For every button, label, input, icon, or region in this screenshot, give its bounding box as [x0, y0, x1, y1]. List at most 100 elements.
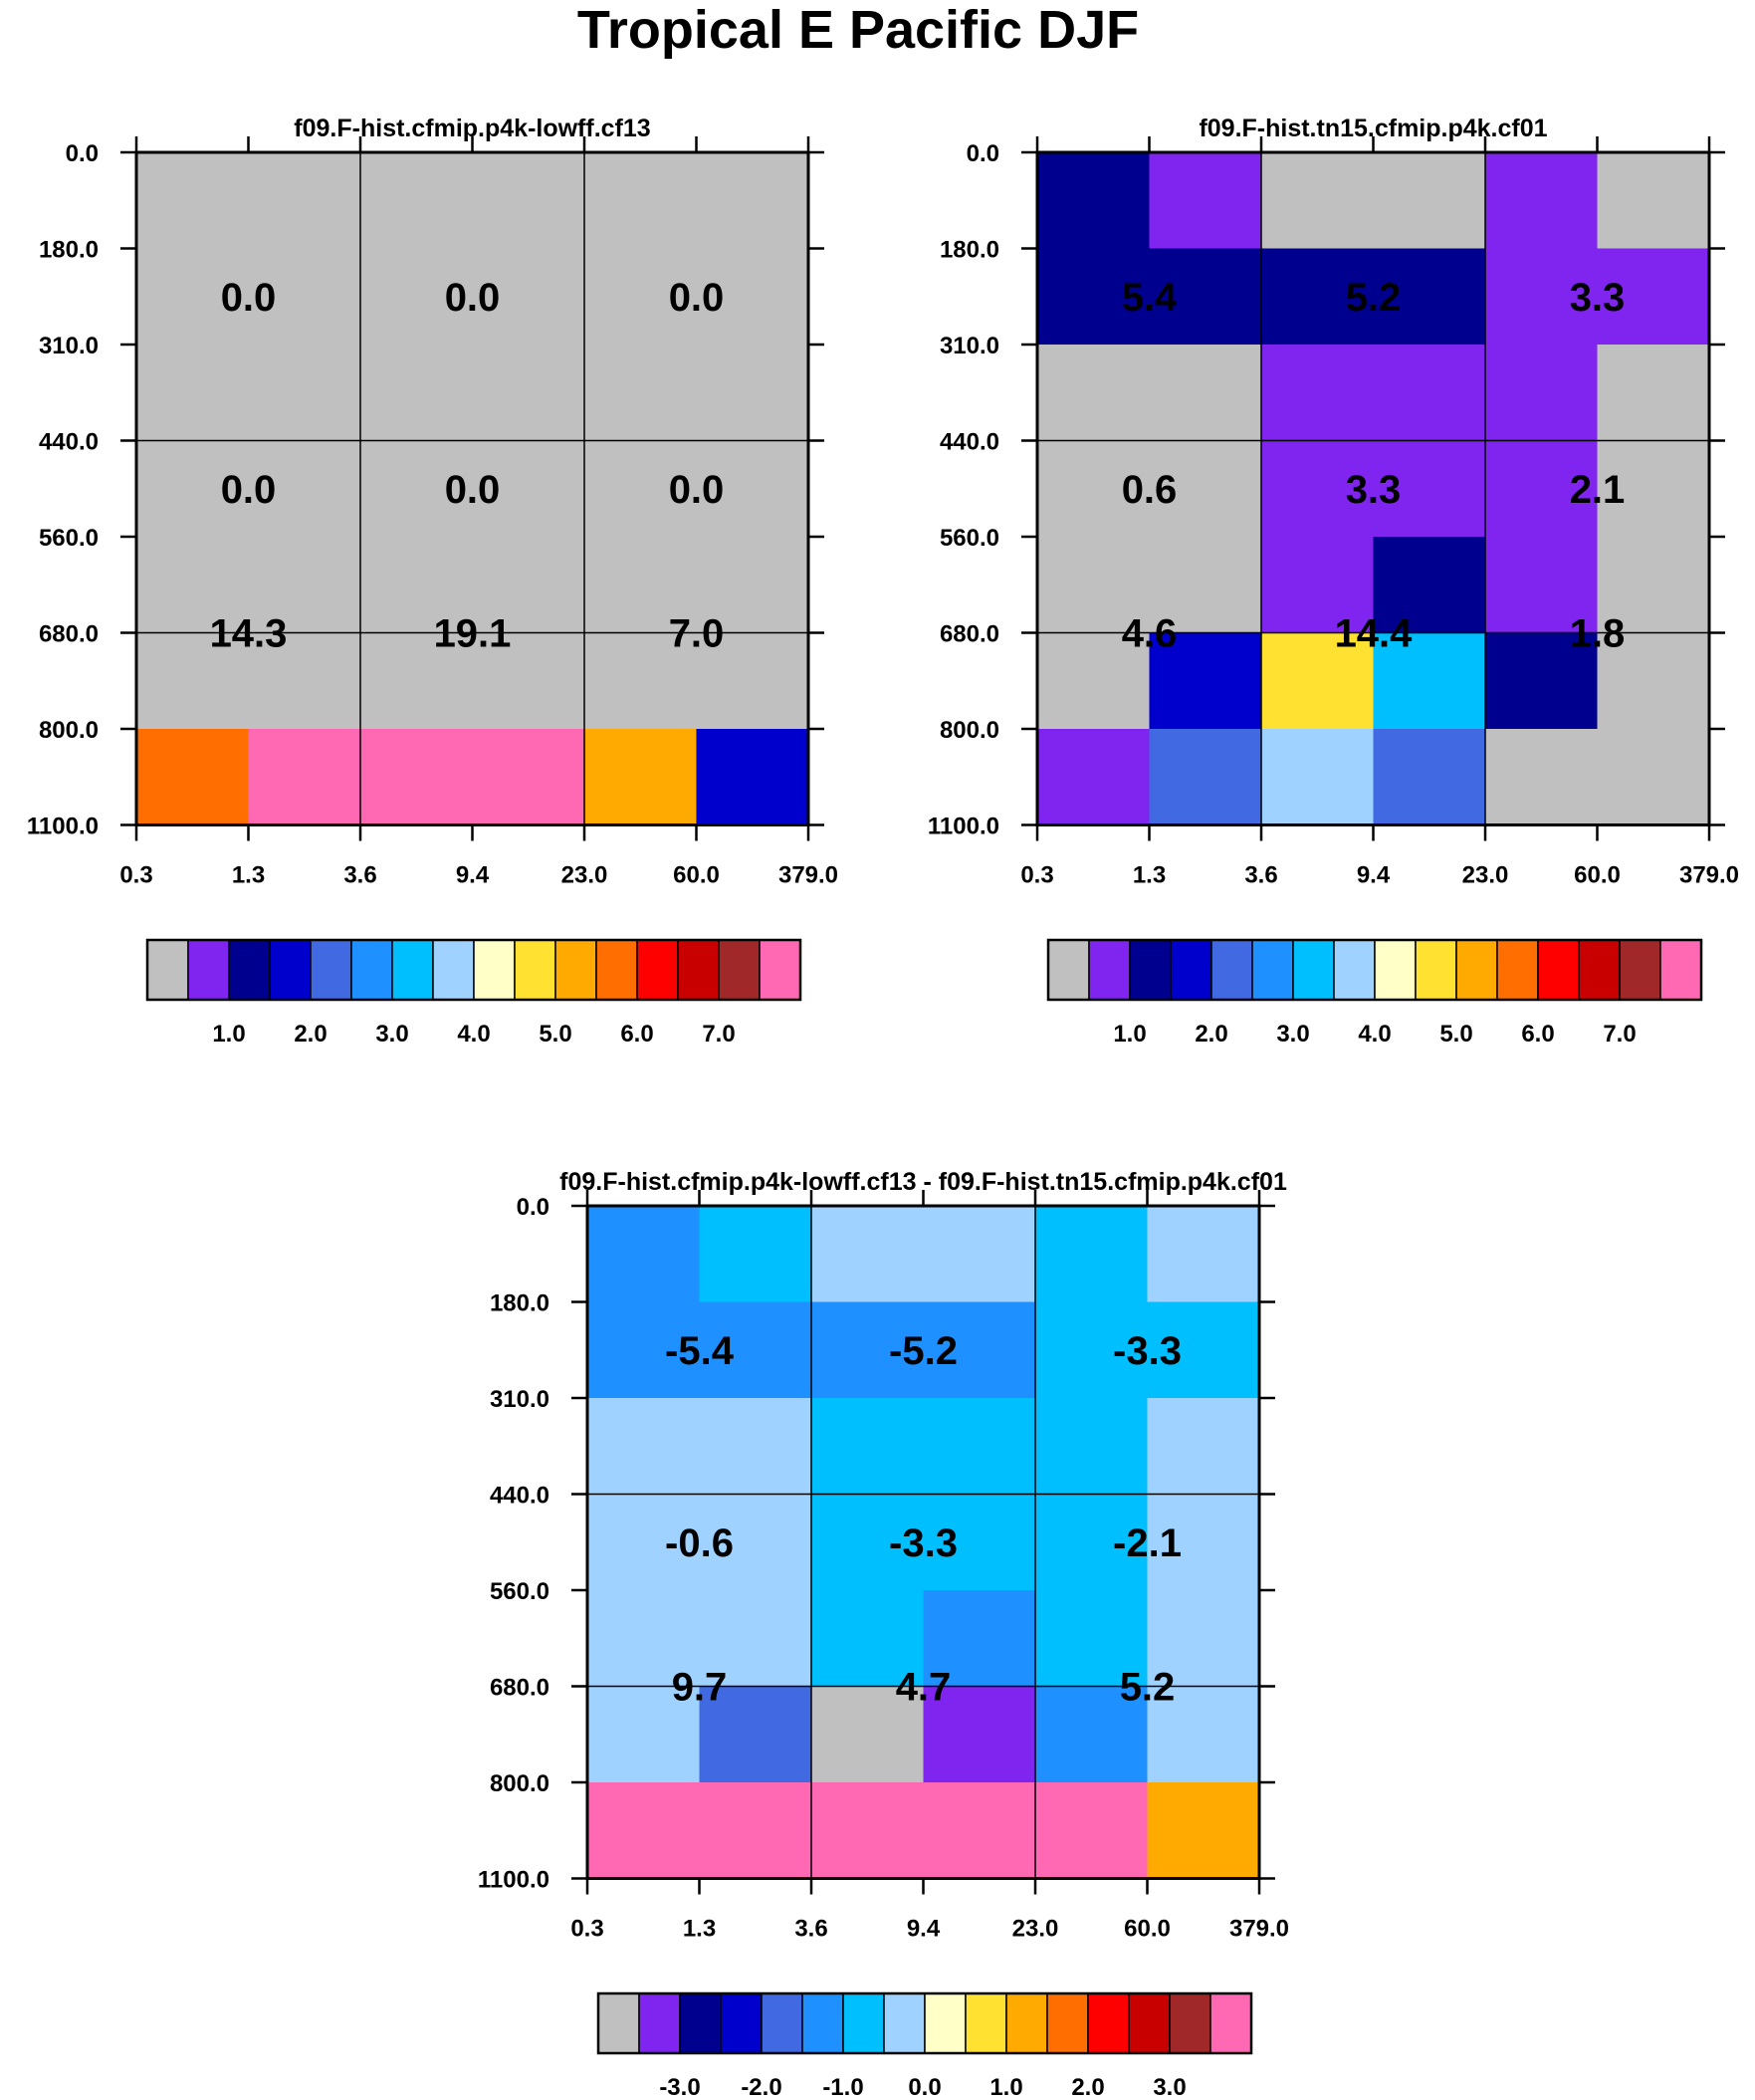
- heatmap-cell: [1037, 152, 1151, 250]
- colorbar-tick-label: 3.0: [375, 1021, 408, 1048]
- colorbar-swatch: [1415, 939, 1457, 1001]
- heatmap-cell: [1037, 632, 1151, 730]
- heatmap-cell: [360, 632, 474, 730]
- colorbar-tick-label: 0.0: [908, 2074, 941, 2100]
- heatmap-cell: [136, 152, 250, 250]
- heatmap-cell: [1485, 345, 1599, 442]
- colorbar-swatch: [350, 939, 393, 1001]
- heatmap-cell: [1035, 1301, 1149, 1399]
- heatmap-cell: [696, 440, 809, 538]
- heatmap-cell: [1037, 440, 1151, 538]
- heatmap-cell: [1149, 345, 1262, 442]
- colorbar-tick-label: 3.0: [1153, 2074, 1186, 2100]
- heatmap-cell: [696, 248, 809, 346]
- colorbar-tick-label: 4.0: [1358, 1021, 1391, 1048]
- heatmap-cell: [1035, 1206, 1149, 1303]
- heatmap-cell: [248, 537, 361, 634]
- heatmap-cell: [696, 729, 809, 826]
- heatmap-cell: [811, 1590, 925, 1688]
- colorbar-swatch: [883, 1992, 926, 2054]
- heatmap-cell: [587, 1494, 701, 1591]
- cell-value-label: 7.0: [669, 612, 725, 656]
- heatmap-cell: [584, 345, 698, 442]
- heatmap-cell: [1597, 729, 1710, 826]
- heatmap-panel-3: f09.F-hist.cfmip.p4k-lowff.cf13 - f09.F-…: [478, 1168, 1289, 2100]
- x-tick-label: 379.0: [778, 862, 838, 889]
- heatmap-cell: [923, 1301, 1036, 1399]
- heatmap-cell: [811, 1301, 925, 1399]
- heatmap-cell: [1035, 1398, 1149, 1496]
- heatmap-cell: [923, 1590, 1036, 1688]
- y-tick-label: 0.0: [66, 140, 99, 167]
- heatmap-cell: [1147, 1686, 1260, 1783]
- colorbar-swatch: [310, 939, 352, 1001]
- colorbar-swatch: [1087, 1992, 1130, 2054]
- heatmap-cell: [1261, 248, 1375, 346]
- cell-value-label: 4.6: [1122, 612, 1178, 656]
- cell-value-label: 0.6: [1122, 468, 1178, 512]
- colorbar-swatch: [1005, 1992, 1048, 2054]
- x-tick-label: 379.0: [1679, 862, 1739, 889]
- heatmap-cell: [1261, 537, 1375, 634]
- heatmap-cell: [136, 729, 250, 826]
- colorbar-swatch: [473, 939, 516, 1001]
- cell-value-label: 0.0: [221, 468, 277, 512]
- colorbar-swatch: [1659, 939, 1702, 1001]
- heatmap-cell: [811, 1686, 925, 1783]
- heatmap-cell: [1261, 440, 1375, 538]
- x-tick-label: 0.3: [119, 862, 152, 889]
- cell-value-label: -2.1: [1113, 1521, 1182, 1565]
- heatmap-cell: [1261, 729, 1375, 826]
- heatmap-cell: [811, 1782, 925, 1880]
- heatmap-cell: [1149, 440, 1262, 538]
- heatmap-cell: [472, 440, 585, 538]
- y-tick-label: 560.0: [940, 525, 999, 552]
- heatmap-cell: [248, 345, 361, 442]
- colorbar-swatch: [228, 939, 271, 1001]
- colorbar-swatch: [1170, 939, 1212, 1001]
- x-tick-label: 1.3: [1133, 862, 1166, 889]
- heatmap-cell: [584, 248, 698, 346]
- heatmap-cell: [1149, 537, 1262, 634]
- heatmap-cell: [1149, 152, 1262, 250]
- x-tick-label: 60.0: [1574, 862, 1621, 889]
- y-tick-label: 680.0: [39, 621, 99, 648]
- colorbar-swatch: [1619, 939, 1661, 1001]
- colorbar-swatch: [677, 939, 720, 1001]
- y-tick-label: 310.0: [940, 333, 999, 359]
- heatmap-cell: [699, 1494, 812, 1591]
- heatmap-cell: [1147, 1301, 1260, 1399]
- cell-value-label: 0.0: [445, 276, 501, 320]
- heatmap-cell: [699, 1782, 812, 1880]
- heatmap-cell: [136, 345, 250, 442]
- heatmap-cell: [699, 1206, 812, 1303]
- x-tick-label: 3.6: [1244, 862, 1277, 889]
- colorbar-swatch: [146, 939, 189, 1001]
- heatmap-cell: [923, 1398, 1036, 1496]
- heatmap-cell: [1485, 248, 1599, 346]
- heatmap-cell: [248, 152, 361, 250]
- colorbar-tick-label: 2.0: [294, 1021, 327, 1048]
- y-tick-label: 800.0: [940, 717, 999, 744]
- colorbar-swatch: [801, 1992, 844, 2054]
- x-tick-label: 23.0: [561, 862, 608, 889]
- heatmap-cell: [136, 632, 250, 730]
- cell-value-label: 14.3: [210, 612, 288, 656]
- y-tick-label: 440.0: [940, 429, 999, 456]
- y-tick-label: 0.0: [967, 140, 999, 167]
- heatmap-cell: [587, 1206, 701, 1303]
- y-tick-label: 440.0: [490, 1483, 549, 1510]
- colorbar-tick-label: 7.0: [702, 1021, 735, 1048]
- heatmap-cell: [696, 537, 809, 634]
- heatmap-cell: [587, 1782, 701, 1880]
- colorbar-swatch: [1128, 1992, 1171, 2054]
- colorbar-swatch: [391, 939, 434, 1001]
- colorbar-swatch: [597, 1992, 640, 2054]
- colorbar: 1.0 2.0 3.0 4.0 5.0 6.0 7.0: [145, 938, 802, 1048]
- heatmap-cell: [1037, 729, 1151, 826]
- colorbar-tick-label: 3.0: [1276, 1021, 1309, 1048]
- colorbar-swatch: [720, 1992, 763, 2054]
- y-tick-label: 180.0: [39, 237, 99, 264]
